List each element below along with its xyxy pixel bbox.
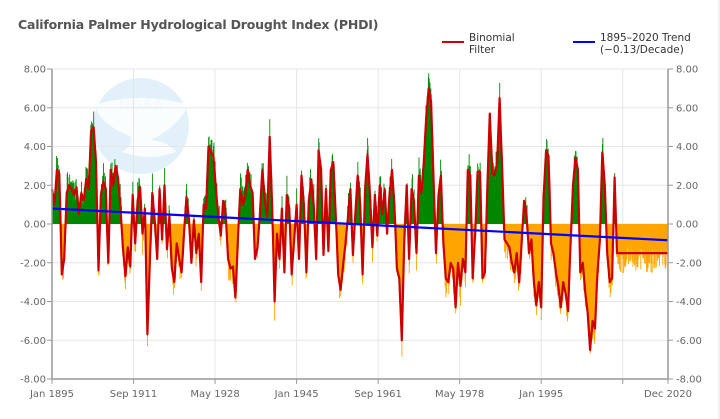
y-tick-label-right: -6.00 — [676, 336, 702, 347]
y-tick-label-right: -4.00 — [676, 297, 702, 308]
y-tick-label-right: 0.00 — [676, 220, 698, 231]
legend-label: Binomial Filter — [469, 32, 515, 56]
y-tick-label-left: -2.00 — [20, 258, 46, 269]
y-tick-label-right: 2.00 — [676, 181, 698, 192]
bar-negative — [636, 224, 638, 267]
legend-swatch-red — [442, 41, 464, 43]
binomial-filter-line — [50, 87, 669, 351]
x-tick-label: Jan 1995 — [518, 389, 563, 400]
y-tick-label-right: -8.00 — [676, 375, 702, 386]
y-tick-label-right: -2.00 — [676, 258, 702, 269]
y-tick-label-right: 6.00 — [676, 103, 698, 114]
bar-negative — [142, 224, 144, 255]
x-tick-label: Sep 1961 — [354, 389, 401, 400]
y-tick-label-right: 8.00 — [676, 65, 698, 76]
legend-label-line1: 1895–2020 Trend — [600, 32, 691, 44]
trend-line — [51, 207, 669, 242]
noaa-logo-watermark: NOAA — [93, 78, 189, 174]
legend-item-trend[interactable]: 1895–2020 Trend (−0.13/Decade) — [573, 32, 691, 56]
x-tick-label: Jan 1945 — [274, 389, 319, 400]
y-tick-label-left: 0.00 — [24, 220, 46, 231]
y-tick-label-right: 4.00 — [676, 142, 698, 153]
y-tick-label-left: 8.00 — [24, 65, 46, 76]
bar-positive — [72, 180, 74, 224]
bar-positive — [381, 212, 383, 224]
legend-label-line2: (−0.13/Decade) — [600, 44, 684, 56]
legend-label-line1: Binomial — [469, 32, 515, 44]
y-tick-label-left: 2.00 — [24, 181, 46, 192]
y-tick-label-left: 6.00 — [24, 103, 46, 114]
bar-positive — [412, 174, 413, 224]
series-lines — [50, 87, 669, 351]
legend-swatch-blue — [573, 41, 595, 43]
x-tick-label: May 1978 — [435, 389, 484, 400]
x-tick-label: Dec 2020 — [644, 389, 692, 400]
x-tick-label: Sep 1911 — [110, 389, 157, 400]
x-tick-label: May 1928 — [190, 389, 239, 400]
legend-item-binomial-filter[interactable]: Binomial Filter — [442, 32, 515, 56]
bar-positive — [287, 194, 289, 224]
x-tick-label: Jan 1895 — [29, 389, 74, 400]
legend-label-line2: Filter — [469, 44, 496, 56]
y-tick-label-left: -4.00 — [20, 297, 46, 308]
grid-lines — [52, 68, 668, 380]
y-tick-label-left: -8.00 — [20, 375, 46, 386]
axes: 8.00 8.00 6.00 6.00 4.00 4.00 2.00 2.00 0.00 0.00… — [20, 65, 702, 401]
bar-negative — [651, 224, 653, 274]
y-tick-label-left: 4.00 — [24, 142, 46, 153]
bar-positive — [220, 221, 221, 224]
chart-title: California Palmer Hydrological Drought I… — [18, 17, 379, 32]
y-tick-label-left: -6.00 — [20, 336, 46, 347]
legend-label: 1895–2020 Trend (−0.13/Decade) — [600, 32, 691, 56]
svg-text:NOAA: NOAA — [119, 98, 164, 114]
